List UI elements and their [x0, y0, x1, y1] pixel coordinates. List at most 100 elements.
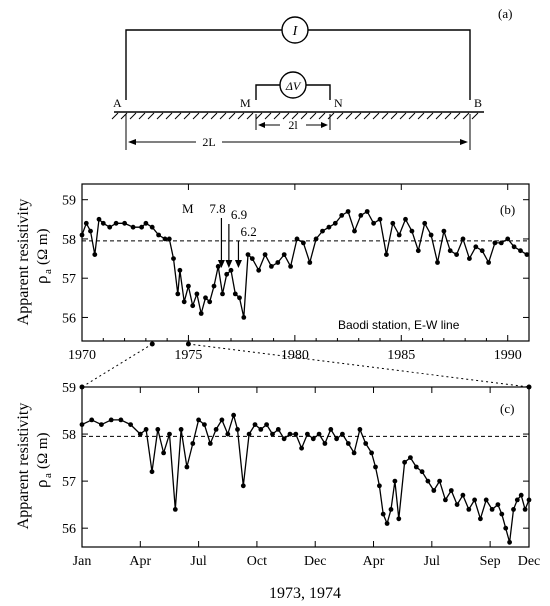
current-meter-icon [281, 16, 309, 44]
x-tick-label: Apr [363, 554, 385, 569]
data-point [486, 260, 491, 265]
y-tick-label: 56 [62, 311, 76, 326]
event-label: 6.2 [240, 224, 256, 239]
data-point [213, 427, 219, 432]
hatch-mark [228, 112, 236, 120]
inner-spacing-arrowheads [258, 122, 328, 128]
data-point [299, 445, 304, 451]
data-point [215, 264, 221, 269]
data-point [155, 427, 161, 432]
event-arrowhead [217, 260, 225, 268]
data-point [340, 431, 345, 437]
data-point [219, 417, 225, 423]
data-point [518, 248, 523, 254]
data-point [231, 412, 237, 418]
chart-c-plot-frame [81, 386, 530, 548]
data-point [313, 236, 319, 242]
chart-c-ylabel-text: Apparent resistivity [15, 403, 32, 530]
data-point [249, 256, 255, 261]
data-point [511, 507, 516, 512]
data-point [143, 220, 149, 226]
data-point [454, 252, 459, 257]
data-point [441, 228, 447, 234]
data-point [139, 224, 145, 230]
data-point [363, 441, 369, 446]
data-point [198, 311, 204, 316]
y-tick-label: 56 [62, 522, 76, 537]
electrode-b-label: B [474, 96, 482, 110]
zoom-connector-left [81, 343, 153, 388]
hatch-mark [462, 112, 470, 120]
data-point [113, 220, 119, 226]
data-point [190, 303, 196, 309]
hatch-mark [327, 112, 335, 120]
data-point [522, 507, 528, 512]
data-point [415, 248, 421, 254]
chart-b: 1970 1975 1980 1985 1990 56 57 58 59 (b) Baodi s… [15, 183, 530, 363]
data-point [419, 469, 425, 475]
data-point [384, 252, 389, 257]
chart-b-ticks: 1970 1975 1980 1985 1990 56 57 58 59 [62, 184, 529, 363]
data-point [408, 455, 413, 460]
data-point [270, 431, 275, 437]
hatch-mark [444, 112, 452, 120]
chart-c-ylabel-rho: ρ [32, 480, 51, 488]
data-point [108, 417, 114, 423]
data-point [467, 256, 472, 261]
hatch-mark [129, 112, 137, 120]
hatch-mark [147, 112, 155, 120]
voltage-loop-wire [255, 84, 331, 100]
data-point [166, 236, 172, 242]
y-tick-label: 59 [62, 194, 76, 209]
hatch-mark [246, 112, 254, 120]
hatch-mark [156, 112, 164, 120]
data-point [92, 252, 98, 257]
chart-b-ylabel-rho: ρ [32, 276, 51, 284]
data-point [275, 260, 281, 265]
data-point [460, 492, 466, 498]
data-point [184, 464, 190, 470]
data-point [472, 497, 477, 503]
data-point [402, 459, 407, 465]
voltage-label: ΔV [285, 79, 302, 93]
x-tick-label: 1975 [174, 348, 202, 363]
data-point [435, 260, 440, 265]
hatch-mark [336, 112, 344, 120]
data-point [143, 427, 149, 432]
data-point [413, 464, 419, 470]
hatch-mark [381, 112, 389, 120]
data-point [181, 299, 187, 305]
data-point [79, 422, 85, 427]
hatch-mark [399, 112, 407, 120]
y-tick-label: 59 [62, 381, 76, 396]
data-point [130, 224, 136, 230]
data-point [388, 507, 394, 512]
electrode-m-label: M [240, 96, 251, 110]
data-point [316, 431, 322, 437]
data-point [492, 240, 498, 246]
data-point [448, 488, 454, 493]
data-point [202, 422, 207, 427]
data-point [322, 441, 328, 446]
data-point [503, 525, 509, 531]
data-point [167, 431, 172, 437]
data-point [162, 236, 168, 242]
data-point [454, 502, 460, 507]
data-point [258, 427, 264, 432]
x-tick-label: Jan [73, 554, 92, 569]
data-point [358, 213, 364, 218]
data-point [224, 271, 230, 277]
hatch-mark [255, 112, 263, 120]
data-point [172, 507, 178, 512]
data-point [301, 240, 306, 246]
data-point [275, 427, 281, 432]
data-point [524, 252, 530, 257]
chart-c-ticks: Jan Apr Jul Oct Dec Apr Jul Sep Dec 56 57 58 59 [62, 381, 540, 569]
data-point [256, 267, 262, 273]
data-point [207, 299, 213, 305]
hatch-mark [354, 112, 362, 120]
hatch-mark [174, 112, 182, 120]
data-point [241, 315, 247, 320]
